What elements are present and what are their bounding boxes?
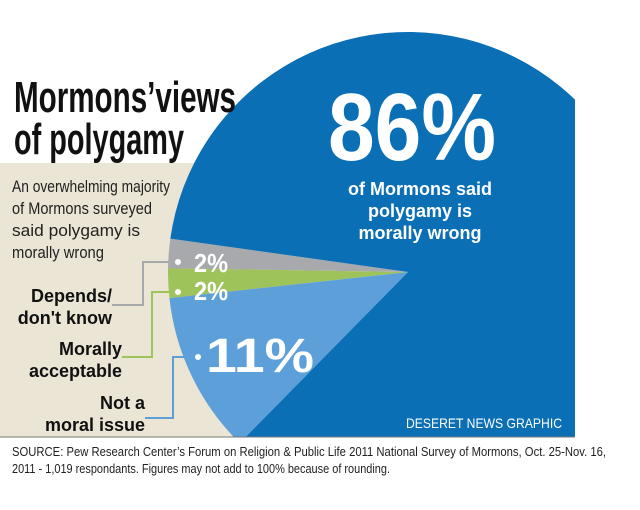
- category-label: morally wrong: [358, 223, 481, 243]
- pie-slice: [168, 268, 408, 299]
- subtitle: of Mormons surveyed: [12, 199, 152, 218]
- value-label: 86%: [328, 74, 496, 181]
- pie-slice: [168, 238, 408, 272]
- source-note: SOURCE: Pew Research Center’s Forum on R…: [12, 444, 606, 459]
- value-label: 11%: [206, 330, 314, 383]
- category-label: Depends/: [31, 286, 112, 306]
- category-label: Not a: [100, 393, 146, 413]
- pie: [168, 32, 575, 437]
- subtitle: said polygamy is: [12, 221, 140, 240]
- category-label: don't know: [18, 308, 113, 328]
- pie-slice: [169, 272, 408, 437]
- chart-title: of polygamy: [14, 115, 184, 164]
- category-label: Morally: [59, 339, 122, 359]
- subtitle: morally wrong: [12, 243, 104, 262]
- chart-title: Mormons’views: [14, 73, 236, 122]
- leader-lines: [112, 257, 203, 419]
- category-label: moral issue: [45, 415, 145, 435]
- category-label: polygamy is: [368, 201, 472, 221]
- value-label: 2%: [194, 248, 228, 278]
- subtitle: An overwhelming majority: [12, 177, 170, 196]
- source-note: 2011 - 1,019 respondants. Figures may no…: [12, 461, 390, 476]
- pie-slice: [170, 32, 575, 437]
- category-label: of Mormons said: [348, 179, 492, 199]
- value-label: 2%: [194, 276, 228, 306]
- category-label: acceptable: [29, 361, 122, 381]
- credit: DESERET NEWS GRAPHIC: [406, 415, 562, 431]
